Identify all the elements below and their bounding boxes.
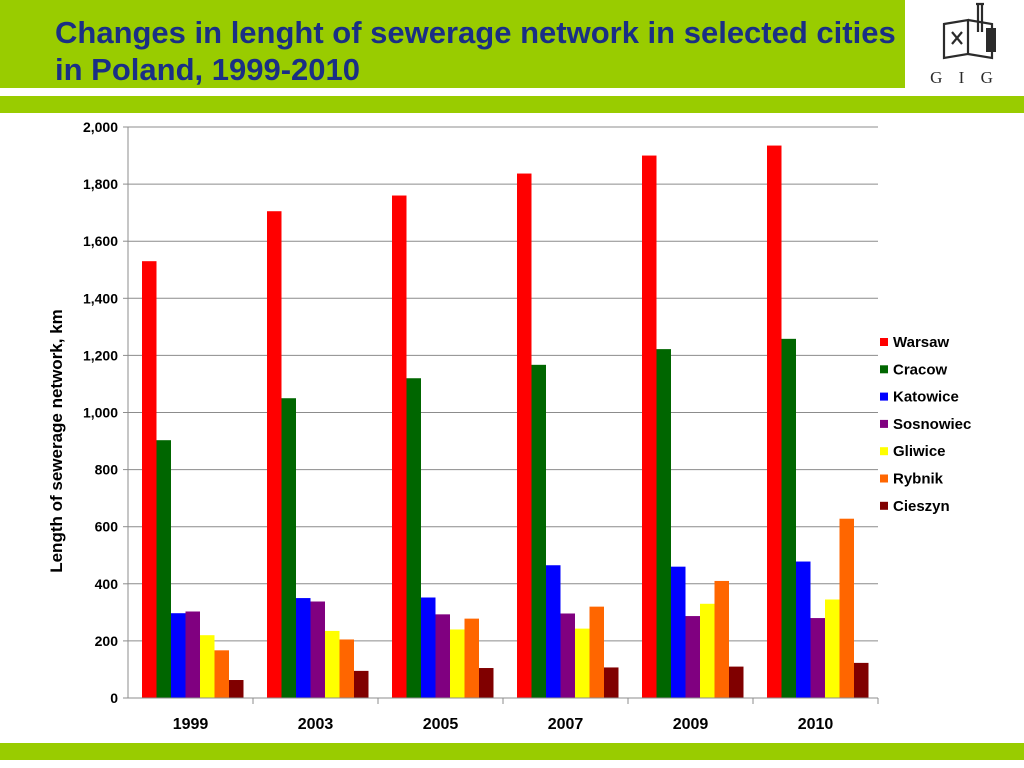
- bar-warsaw-2010: [767, 145, 782, 698]
- bar-gliwice-2003: [325, 630, 340, 698]
- legend-swatch-rybnik: [880, 474, 888, 483]
- legend-label-katowice: Katowice: [893, 389, 959, 406]
- x-tick-label: 2009: [673, 716, 709, 733]
- y-tick-label: 1,000: [83, 405, 118, 421]
- bar-chart: 0 200 400 600 800 1,000 1,200 1,400 1,600 1,800 2,…: [47, 119, 971, 733]
- bar-sosnowiec-2007: [560, 613, 575, 698]
- bar-rybnik-2005: [464, 618, 479, 698]
- bar-gliwice-2007: [575, 628, 590, 698]
- bar-sosnowiec-1999: [185, 611, 200, 698]
- x-tick-label: 2005: [423, 716, 459, 733]
- logo-area: [905, 0, 1024, 88]
- bar-rybnik-2009: [714, 580, 729, 698]
- x-tick-label: 1999: [173, 716, 209, 733]
- legend-label-cieszyn: Cieszyn: [893, 498, 950, 515]
- bar-cieszyn-1999: [229, 680, 244, 698]
- bar-cieszyn-2009: [729, 666, 744, 698]
- slide-title: Changes in lenght of sewerage network in…: [55, 15, 896, 87]
- y-tick-label: 1,800: [83, 176, 118, 192]
- bar-warsaw-2007: [517, 173, 532, 698]
- legend-swatch-sosnowiec: [880, 419, 888, 428]
- y-tick-label: 1,400: [83, 290, 118, 306]
- bar-warsaw-2009: [642, 155, 657, 699]
- legend-swatch-cieszyn: [880, 501, 888, 510]
- legend-swatch-warsaw: [880, 338, 888, 346]
- bar-warsaw-2005: [392, 195, 407, 698]
- y-tick-label: 800: [95, 462, 119, 478]
- bar-cieszyn-2003: [354, 670, 369, 698]
- bar-sosnowiec-2009: [685, 616, 700, 698]
- legend-swatch-gliwice: [880, 447, 888, 456]
- bar-sosnowiec-2003: [310, 601, 325, 698]
- bar-katowice-2005: [421, 597, 436, 698]
- bar-cieszyn-2005: [479, 668, 494, 698]
- bar-katowice-2007: [546, 565, 561, 698]
- legend-swatch-cracow: [880, 365, 888, 374]
- bar-cracow-2007: [531, 364, 546, 698]
- bar-warsaw-2003: [267, 211, 282, 698]
- legend-label-gliwice: Gliwice: [893, 443, 946, 460]
- y-tick-label: 600: [95, 519, 119, 535]
- bar-katowice-2010: [796, 561, 811, 698]
- footer-band: [0, 743, 1024, 760]
- bar-katowice-2009: [671, 566, 686, 698]
- separator-band: [0, 96, 1024, 113]
- x-tick-label: 2007: [548, 716, 584, 733]
- y-tick-label: 1,200: [83, 347, 118, 363]
- legend-label-sosnowiec: Sosnowiec: [893, 416, 971, 433]
- bar-gliwice-2005: [450, 629, 465, 698]
- x-tick-label: 2003: [298, 716, 334, 733]
- bar-gliwice-1999: [200, 635, 215, 698]
- legend-label-cracow: Cracow: [893, 361, 948, 378]
- bar-rybnik-2010: [839, 518, 854, 698]
- legend-label-rybnik: Rybnik: [893, 471, 944, 488]
- legend-label-warsaw: Warsaw: [893, 334, 949, 351]
- bar-katowice-1999: [171, 613, 186, 698]
- y-tick-label: 200: [95, 633, 119, 649]
- bar-gliwice-2009: [700, 603, 715, 698]
- header-band: [0, 0, 905, 88]
- legend-swatch-katowice: [880, 392, 888, 401]
- bar-rybnik-2007: [589, 606, 604, 698]
- gig-logo-icon: [942, 2, 996, 60]
- bar-rybnik-2003: [339, 639, 354, 698]
- bar-cracow-2009: [656, 349, 671, 698]
- bar-cracow-2010: [781, 338, 796, 698]
- bar-cracow-2003: [281, 398, 296, 698]
- logo-text: G I G: [930, 68, 999, 87]
- bar-gliwice-2010: [825, 599, 840, 698]
- x-tick-label: 2010: [798, 716, 834, 733]
- y-tick-label: 400: [95, 576, 119, 592]
- bar-cracow-2005: [406, 378, 421, 698]
- bar-sosnowiec-2010: [810, 618, 825, 698]
- bar-cracow-1999: [156, 440, 171, 698]
- bar-cieszyn-2010: [854, 662, 869, 698]
- bar-warsaw-1999: [142, 261, 157, 698]
- bar-sosnowiec-2005: [435, 614, 450, 698]
- bar-rybnik-1999: [214, 650, 229, 698]
- bar-katowice-2003: [296, 598, 311, 698]
- y-tick-label: 0: [110, 690, 118, 706]
- bar-cieszyn-2007: [604, 667, 619, 698]
- y-tick-label: 2,000: [83, 119, 118, 135]
- y-tick-label: 1,600: [83, 233, 118, 249]
- y-axis-label: Length of sewerage network, km: [47, 309, 66, 573]
